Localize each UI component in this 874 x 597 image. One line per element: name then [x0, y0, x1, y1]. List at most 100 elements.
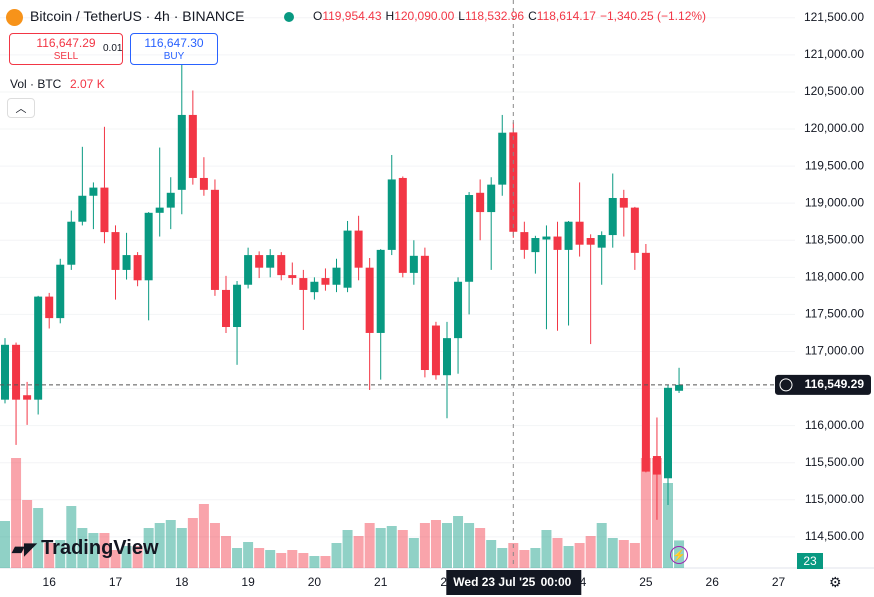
- y-tick-label: 115,500.00: [805, 455, 864, 469]
- candle-body: [244, 255, 253, 285]
- candle-body: [586, 238, 595, 245]
- candle-body: [122, 255, 131, 270]
- volume-bar: [530, 548, 541, 568]
- volume-bar: [497, 548, 508, 568]
- volume-bar: [464, 523, 475, 568]
- candle-body: [597, 235, 606, 248]
- candle-body: [12, 344, 21, 400]
- ohlc-value: 119,954.43: [322, 9, 382, 23]
- candle-body: [509, 132, 518, 232]
- candle-body: [520, 232, 529, 250]
- candle-body: [652, 456, 661, 475]
- volume-bar: [11, 458, 22, 568]
- volume-bar: [342, 530, 353, 568]
- candle-body: [299, 278, 308, 290]
- volume-bar: [486, 540, 497, 568]
- volume-bar: [585, 536, 596, 568]
- volume-value: 2.07 K: [70, 77, 105, 91]
- volume-bar: [607, 538, 618, 568]
- candle-body: [487, 184, 496, 213]
- crosshair-date: Wed 23 Jul '25: [453, 575, 535, 589]
- candle-body: [664, 387, 672, 479]
- last-price-box: [775, 374, 871, 395]
- sell-price: 116,647.29: [36, 36, 96, 50]
- y-tick-label: 116,000.00: [805, 418, 864, 432]
- volume-bar: [430, 520, 441, 568]
- volume-bar: [209, 523, 220, 568]
- volume-bar: [198, 504, 209, 568]
- volume-bar: [143, 528, 154, 568]
- volume-bar: [552, 538, 563, 568]
- candle-body: [255, 255, 264, 268]
- candle-body: [531, 238, 540, 253]
- volume-bar: [132, 546, 143, 568]
- candle-body: [89, 187, 98, 196]
- candle-body: [420, 255, 429, 371]
- volume-bar: [165, 520, 176, 568]
- candle-body: [1, 344, 9, 400]
- logo[interactable]: ▰◤ TradingView: [12, 537, 159, 559]
- candle-body: [575, 221, 584, 245]
- x-tick-label: 27: [772, 575, 786, 589]
- ohlc-value: 118,614.17: [536, 9, 596, 23]
- alert-icon[interactable]: ⚡: [670, 546, 688, 564]
- candle-body: [222, 289, 230, 328]
- candle-body: [78, 195, 87, 222]
- volume-bar: [386, 526, 397, 568]
- candle-body: [476, 192, 485, 213]
- buy-price: 116,647.30: [144, 36, 204, 50]
- add-alert-icon: [779, 378, 793, 392]
- ohlc-key: C: [528, 9, 537, 23]
- x-tick-label: 26: [706, 575, 720, 589]
- candle-body: [67, 221, 76, 265]
- y-tick-label: 120,000.00: [804, 121, 864, 135]
- volume-bar: [176, 528, 187, 568]
- volume-bar: [364, 523, 375, 568]
- volume-bar: [663, 483, 673, 568]
- volume-bar: [77, 528, 88, 568]
- volume-bar: [254, 548, 265, 568]
- volume-bar: [232, 548, 243, 568]
- candle-body: [675, 384, 684, 391]
- candle-body: [111, 232, 120, 270]
- ohlc-key: L: [458, 9, 465, 23]
- symbol[interactable]: Bitcoin / TetherUS · 4h · BINANCE: [30, 8, 245, 24]
- y-tick-label: 121,000.00: [804, 47, 864, 61]
- volume-bar: [265, 550, 276, 568]
- x-tick-label: 19: [241, 575, 255, 589]
- volume-bar: [574, 543, 585, 568]
- settings-icon[interactable]: ⚙: [829, 574, 842, 590]
- y-tick-label: 118,000.00: [805, 269, 864, 283]
- volume-bar: [640, 458, 651, 568]
- candle-body: [365, 267, 374, 333]
- badge: 23: [797, 553, 823, 569]
- x-tick-label: 17: [109, 575, 123, 589]
- candle-body: [498, 132, 507, 185]
- candle-body: [144, 212, 153, 281]
- volume-bar: [187, 518, 198, 568]
- candle-body: [564, 221, 573, 250]
- candle-body: [45, 296, 54, 319]
- volume-bar: [519, 550, 530, 568]
- candle-body: [233, 284, 242, 328]
- candle-body: [188, 114, 197, 178]
- y-tick-label: 117,500.00: [805, 307, 864, 321]
- volume-bar: [88, 533, 99, 568]
- crosshair-time-box: [446, 570, 582, 595]
- candle-body: [641, 252, 650, 472]
- volume-bar: [397, 530, 408, 568]
- candle-body: [354, 230, 363, 268]
- volume-bar: [33, 508, 44, 568]
- candle-body: [343, 230, 352, 288]
- y-tick-label: 117,000.00: [805, 344, 864, 358]
- candle-body: [210, 189, 219, 290]
- buy-button[interactable]: 116,647.30 BUY: [130, 33, 218, 65]
- collapse-button[interactable]: ︿: [7, 98, 35, 118]
- volume-bar: [353, 536, 364, 568]
- y-tick-label: 121,500.00: [804, 10, 864, 24]
- x-tick-label: 18: [175, 575, 189, 589]
- volume-bar: [99, 533, 110, 568]
- candle-body: [155, 207, 164, 213]
- sell-button[interactable]: 116,647.29 SELL: [9, 33, 123, 65]
